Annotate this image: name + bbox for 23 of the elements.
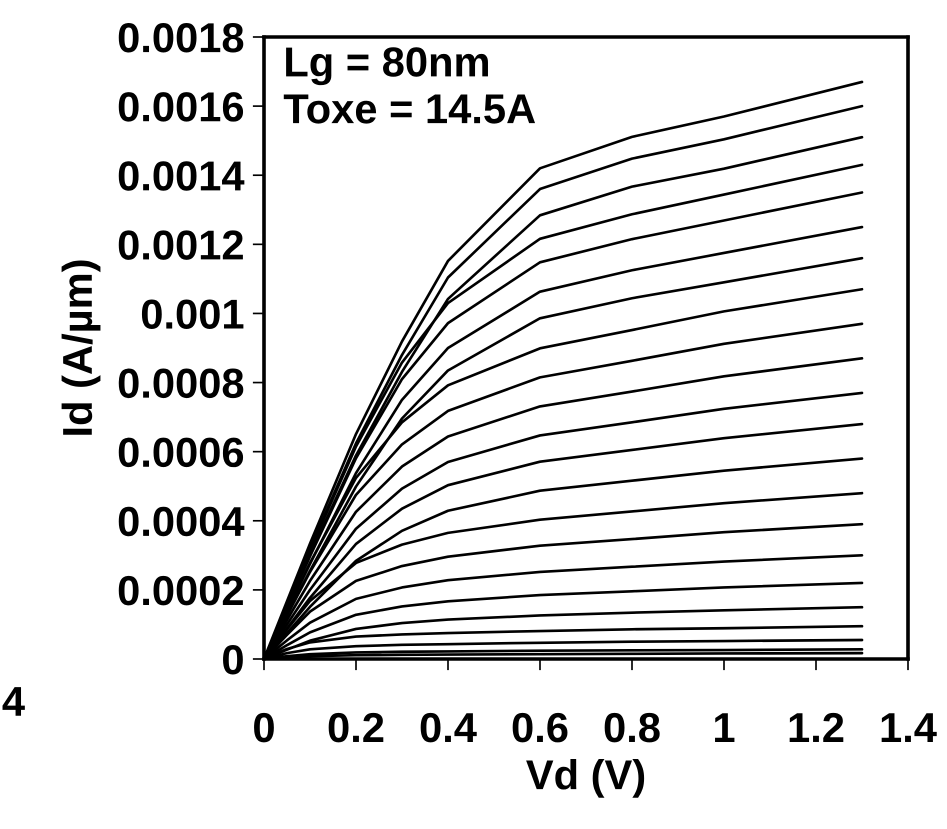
y-tick-label: 0.0012 <box>118 230 243 260</box>
annotation: Toxe = 14.5A <box>284 94 536 124</box>
y-tick-label: 0 <box>223 645 243 675</box>
y-tick-label: 0.0016 <box>118 92 244 122</box>
y-tick-label: 0.0002 <box>118 576 243 606</box>
y-axis-title: Id (A/µm) <box>62 260 100 435</box>
x-tick-label: 0 <box>254 712 274 742</box>
annotation: Lg = 80nm <box>286 47 488 86</box>
x-tick-label: 1.2 <box>790 712 844 742</box>
x-tick-label: 1 <box>715 713 734 742</box>
x-tick-label: 0.6 <box>512 712 568 742</box>
x-tick-label: 1.4 <box>882 713 937 742</box>
text: 4 <box>2 687 25 716</box>
x-tick-label: 0.4 <box>420 712 477 742</box>
y-tick-label: 0.0014 <box>118 161 244 191</box>
y-tick-label: 0.0008 <box>118 368 244 398</box>
y-tick-label: 0.0004 <box>118 506 244 536</box>
x-axis-title: Vd (V) <box>526 758 644 798</box>
x-tick-label: 0.2 <box>328 712 384 742</box>
y-tick-label: 0.001 <box>142 299 244 329</box>
x-tick-label: 0.8 <box>604 712 660 742</box>
y-tick-label: 0.0006 <box>118 438 244 468</box>
y-tick-label: 0.0018 <box>118 23 244 53</box>
